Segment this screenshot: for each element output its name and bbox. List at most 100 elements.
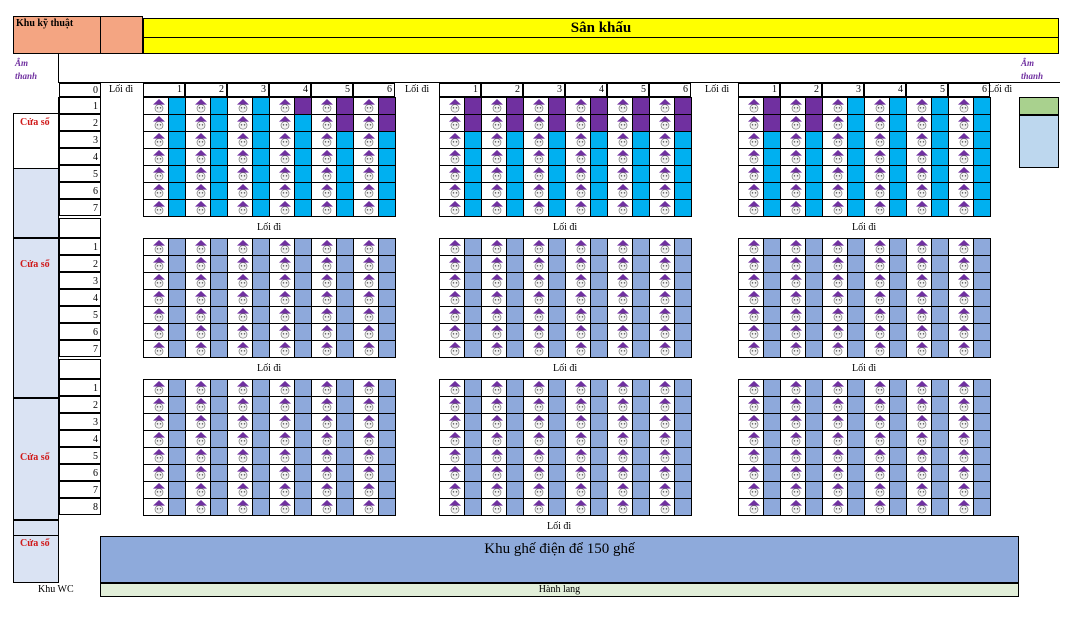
seat[interactable] <box>739 149 781 166</box>
seat[interactable] <box>312 290 354 307</box>
seat[interactable] <box>865 448 907 465</box>
seat[interactable] <box>865 149 907 166</box>
seat[interactable] <box>312 98 354 115</box>
seat[interactable] <box>823 431 865 448</box>
seat[interactable] <box>739 414 781 431</box>
seat[interactable] <box>228 132 270 149</box>
seat[interactable] <box>228 465 270 482</box>
seat[interactable] <box>524 431 566 448</box>
seat[interactable] <box>440 482 482 499</box>
seat[interactable] <box>566 115 608 132</box>
seat[interactable] <box>440 98 482 115</box>
seat[interactable] <box>312 341 354 358</box>
seat[interactable] <box>270 115 312 132</box>
seat[interactable] <box>865 380 907 397</box>
seat[interactable] <box>482 465 524 482</box>
seat[interactable] <box>823 482 865 499</box>
seat[interactable] <box>228 239 270 256</box>
seat[interactable] <box>228 482 270 499</box>
seat[interactable] <box>949 448 991 465</box>
seat[interactable] <box>354 183 396 200</box>
seat[interactable] <box>524 414 566 431</box>
seat[interactable] <box>186 273 228 290</box>
seat[interactable] <box>907 290 949 307</box>
seat[interactable] <box>186 98 228 115</box>
seat[interactable] <box>907 166 949 183</box>
seat[interactable] <box>524 273 566 290</box>
seat[interactable] <box>186 183 228 200</box>
seat[interactable] <box>186 149 228 166</box>
seat[interactable] <box>823 499 865 516</box>
seat[interactable] <box>186 290 228 307</box>
seat[interactable] <box>440 273 482 290</box>
seat[interactable] <box>440 465 482 482</box>
seat[interactable] <box>270 341 312 358</box>
seat[interactable] <box>781 115 823 132</box>
seat[interactable] <box>823 98 865 115</box>
seat[interactable] <box>270 431 312 448</box>
seat[interactable] <box>949 431 991 448</box>
seat[interactable] <box>949 98 991 115</box>
seat[interactable] <box>312 448 354 465</box>
seat[interactable] <box>865 431 907 448</box>
seat[interactable] <box>186 166 228 183</box>
seat[interactable] <box>354 166 396 183</box>
seat[interactable] <box>312 465 354 482</box>
seat[interactable] <box>739 239 781 256</box>
seat[interactable] <box>650 380 692 397</box>
seat[interactable] <box>144 183 186 200</box>
seat[interactable] <box>650 273 692 290</box>
seat[interactable] <box>907 448 949 465</box>
seat[interactable] <box>739 183 781 200</box>
seat[interactable] <box>228 499 270 516</box>
seat[interactable] <box>739 499 781 516</box>
seat[interactable] <box>144 290 186 307</box>
seat[interactable] <box>650 448 692 465</box>
seat[interactable] <box>228 341 270 358</box>
seat[interactable] <box>781 324 823 341</box>
seat[interactable] <box>482 448 524 465</box>
seat[interactable] <box>907 380 949 397</box>
seat[interactable] <box>440 166 482 183</box>
seat[interactable] <box>144 414 186 431</box>
seat[interactable] <box>949 482 991 499</box>
seat[interactable] <box>739 465 781 482</box>
seat[interactable] <box>144 482 186 499</box>
seat[interactable] <box>739 397 781 414</box>
seat[interactable] <box>608 115 650 132</box>
seat[interactable] <box>739 307 781 324</box>
seat[interactable] <box>354 341 396 358</box>
seat[interactable] <box>228 448 270 465</box>
seat[interactable] <box>440 183 482 200</box>
seat[interactable] <box>144 98 186 115</box>
seat[interactable] <box>228 431 270 448</box>
seat[interactable] <box>823 290 865 307</box>
seat[interactable] <box>270 132 312 149</box>
seat[interactable] <box>524 98 566 115</box>
seat[interactable] <box>228 98 270 115</box>
seat[interactable] <box>482 256 524 273</box>
seat[interactable] <box>823 256 865 273</box>
seat[interactable] <box>440 149 482 166</box>
seat[interactable] <box>270 273 312 290</box>
seat[interactable] <box>566 341 608 358</box>
seat[interactable] <box>907 431 949 448</box>
seat[interactable] <box>781 307 823 324</box>
seat[interactable] <box>949 183 991 200</box>
seat[interactable] <box>482 482 524 499</box>
seat[interactable] <box>739 132 781 149</box>
seat[interactable] <box>566 380 608 397</box>
seat[interactable] <box>440 397 482 414</box>
seat[interactable] <box>650 341 692 358</box>
seat[interactable] <box>865 273 907 290</box>
seat[interactable] <box>865 183 907 200</box>
seat[interactable] <box>949 273 991 290</box>
seat[interactable] <box>354 397 396 414</box>
seat[interactable] <box>608 132 650 149</box>
seat[interactable] <box>270 499 312 516</box>
seat[interactable] <box>949 239 991 256</box>
seat[interactable] <box>739 341 781 358</box>
seat[interactable] <box>608 414 650 431</box>
seat[interactable] <box>865 465 907 482</box>
seat[interactable] <box>354 499 396 516</box>
